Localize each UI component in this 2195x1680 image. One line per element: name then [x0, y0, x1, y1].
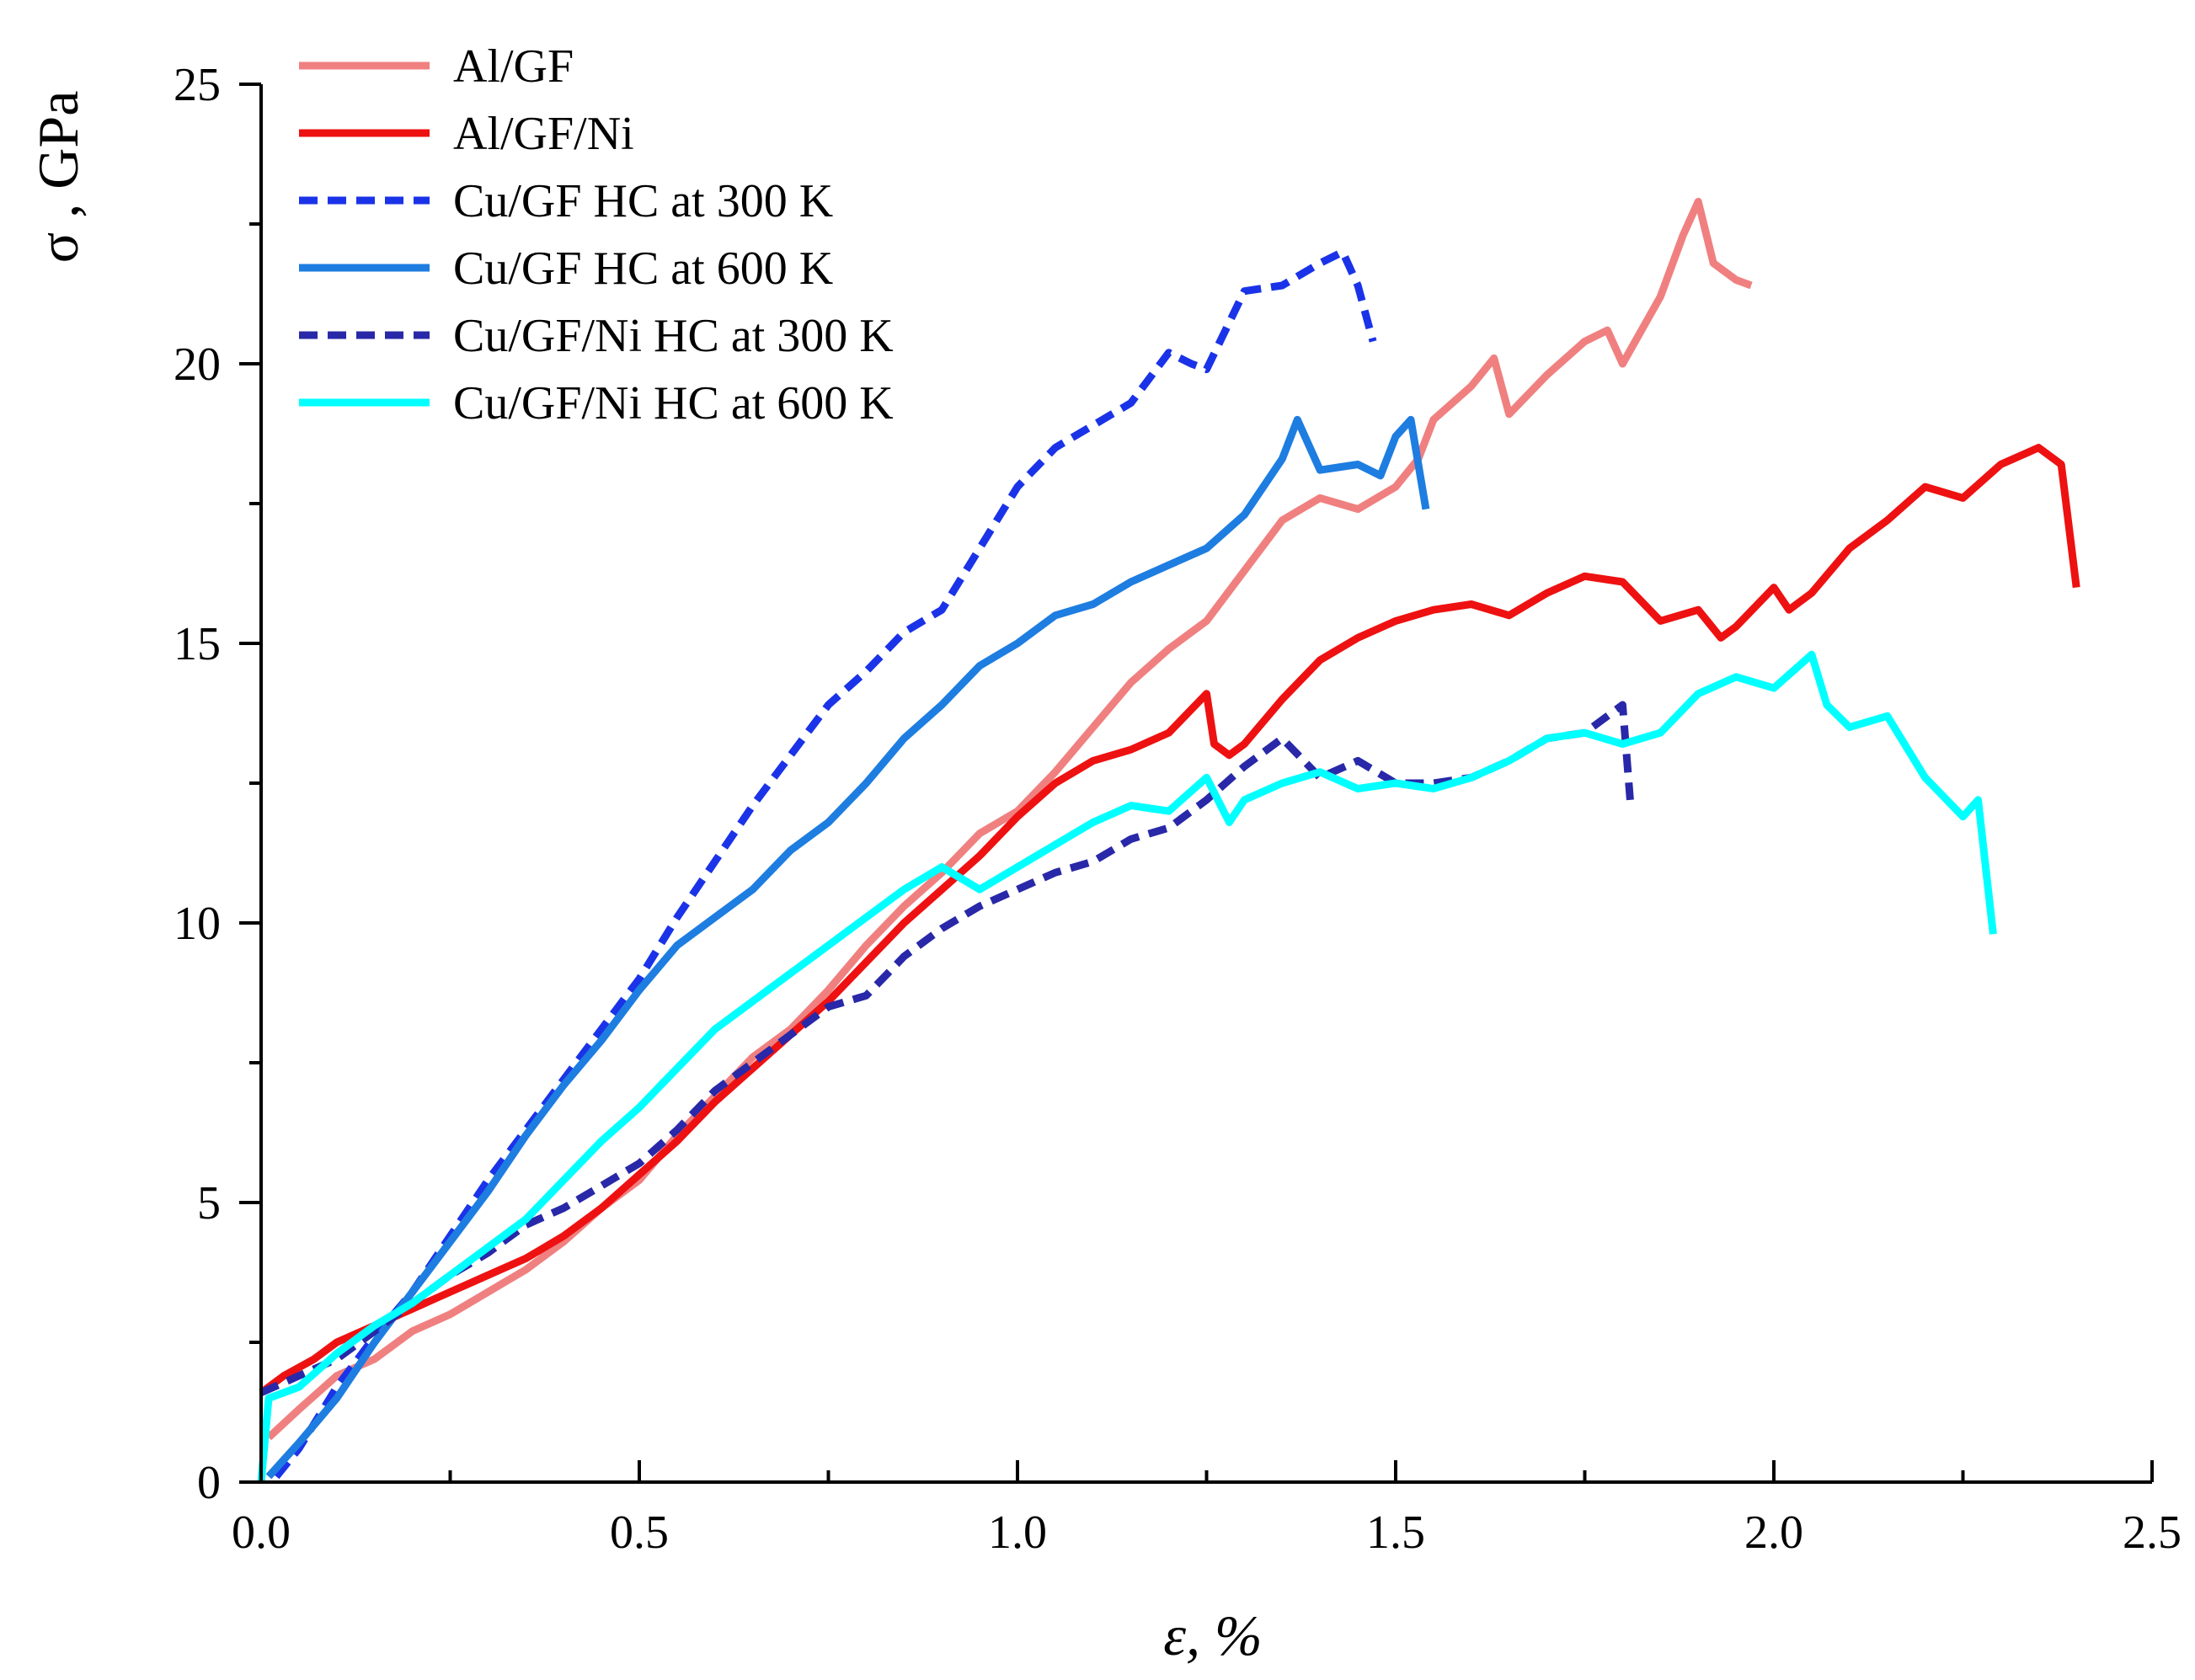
series-line-2	[259, 444, 2080, 1396]
legend-label-6: Cu/GF/Ni HC at 600 K	[453, 377, 894, 429]
series-line-5	[259, 701, 1634, 1396]
series-line-1	[265, 197, 1753, 1441]
series-line-4	[265, 415, 1430, 1480]
x-ticks: 0.0 0.5 1.0 1.5 2.0 2.5	[232, 1460, 2182, 1559]
series-group	[257, 197, 2080, 1483]
x-tick-label: 2.0	[1744, 1507, 1803, 1559]
x-axis-title: ε, %	[1163, 1603, 1262, 1667]
y-tick-label: 5	[197, 1177, 221, 1229]
legend-label-3: Cu/GF HC at 300 K	[453, 175, 833, 227]
plot-area: 0.0 0.5 1.0 1.5 2.0 2.5 0 5 10 15 20 25	[174, 59, 2182, 1559]
y-tick-label: 15	[174, 618, 221, 670]
legend-label-4: Cu/GF HC at 600 K	[453, 243, 833, 295]
x-tick-label: 0.5	[610, 1507, 669, 1559]
x-tick-label: 2.5	[2123, 1507, 2182, 1559]
legend-label-5: Cu/GF/Ni HC at 300 K	[453, 310, 894, 362]
legend: Al/GF Al/GF/Ni Cu/GF HC at 300 K Cu/GF HC a…	[299, 40, 894, 429]
y-tick-label: 25	[174, 59, 221, 111]
legend-label-1: Al/GF	[453, 40, 574, 93]
legend-label-2: Al/GF/Ni	[453, 108, 634, 160]
series-line-6	[257, 650, 1997, 1483]
series-line-3	[273, 248, 1377, 1480]
x-tick-label: 1.5	[1366, 1507, 1425, 1559]
x-tick-label: 0.0	[232, 1507, 291, 1559]
y-tick-label: 20	[174, 339, 221, 391]
y-tick-label: 10	[174, 898, 221, 950]
y-axis-title: σ , GPa	[26, 91, 90, 264]
x-tick-label: 1.0	[988, 1507, 1047, 1559]
y-ticks: 0 5 10 15 20 25	[174, 59, 261, 1509]
y-tick-label: 0	[197, 1457, 221, 1509]
